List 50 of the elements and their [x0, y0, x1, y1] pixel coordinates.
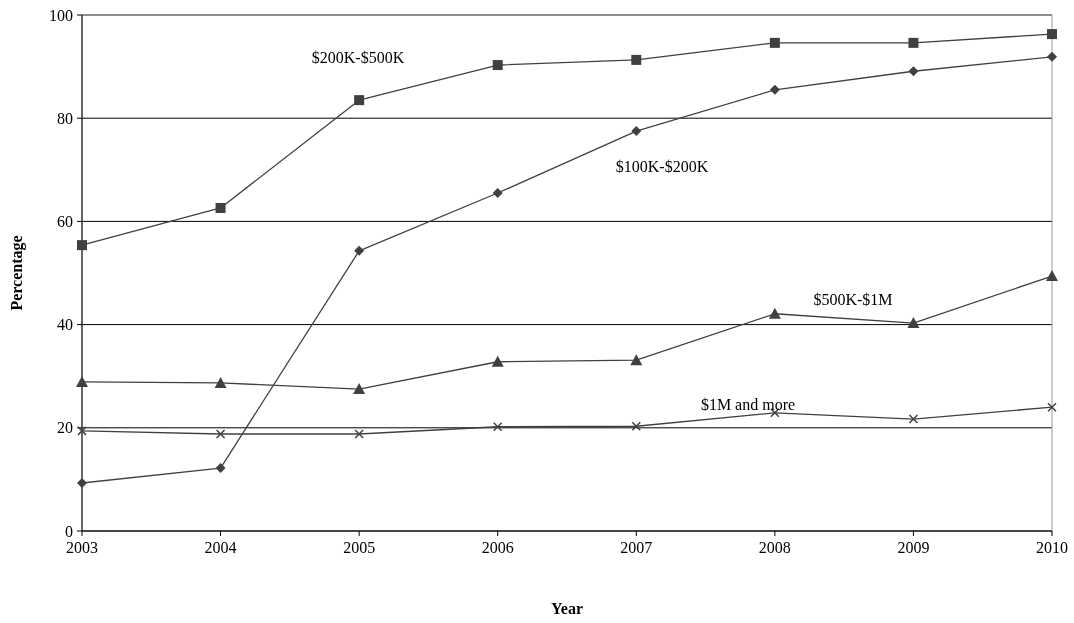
point	[631, 54, 642, 65]
y-tick-label: 20	[57, 419, 73, 437]
point	[215, 202, 226, 213]
point	[908, 37, 919, 48]
point	[630, 354, 643, 366]
point	[492, 60, 503, 71]
series-label: $1M and more	[700, 396, 796, 413]
point	[631, 421, 642, 431]
point	[907, 317, 920, 329]
x-tick-label: 2004	[204, 539, 237, 556]
point	[214, 376, 227, 388]
y-tick-label: 100	[49, 6, 73, 24]
y-tick-label: 80	[57, 109, 73, 127]
x-tick-label: 2010	[1036, 539, 1068, 556]
y-tick-label: 40	[57, 316, 73, 334]
point	[769, 84, 780, 95]
x-tick-label: 2008	[758, 539, 791, 556]
x-tick-label: 2005	[343, 539, 376, 556]
series-label: $100K-$200K	[615, 158, 709, 175]
point	[1047, 51, 1057, 62]
point	[354, 429, 364, 439]
point	[354, 245, 365, 256]
y-axis-title: Percentage	[8, 235, 26, 311]
point	[76, 375, 88, 387]
point	[353, 383, 366, 395]
series-label: $200K-$500K	[311, 49, 405, 66]
point	[77, 240, 87, 251]
point	[1046, 270, 1058, 282]
point	[631, 126, 642, 137]
point	[768, 307, 781, 319]
x-tick-label: 2003	[66, 539, 98, 556]
x-tick-label: 2009	[897, 539, 930, 556]
x-axis-title: Year	[551, 600, 583, 617]
point	[908, 414, 919, 424]
x-tick-label: 2007	[620, 539, 653, 556]
point	[769, 37, 780, 48]
x-tick-label: 2006	[481, 539, 514, 556]
point	[492, 188, 503, 199]
point	[215, 463, 226, 474]
point	[354, 95, 365, 106]
point	[491, 355, 504, 367]
y-tick-label: 0	[65, 522, 73, 540]
point	[1047, 402, 1057, 412]
point	[77, 478, 87, 489]
point	[1047, 29, 1057, 40]
point	[215, 429, 226, 439]
y-tick-label: 60	[57, 213, 73, 230]
series-label: $500K-$1M	[813, 291, 893, 308]
point	[492, 422, 503, 432]
point	[908, 66, 919, 77]
